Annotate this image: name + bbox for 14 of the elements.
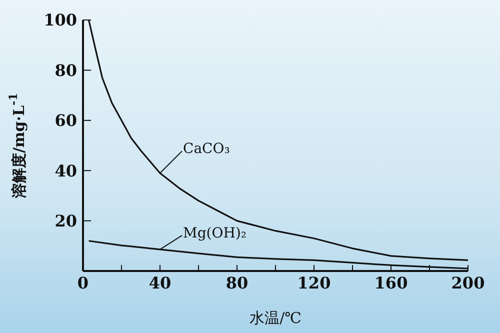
- x-tick-label: 160: [374, 273, 408, 292]
- y-tick-label: 80: [54, 60, 77, 80]
- x-tick-label: 80: [226, 273, 248, 292]
- x-tick-label: 0: [77, 273, 89, 292]
- x-tick-label: 40: [148, 273, 172, 292]
- y-tick-label: 40: [54, 161, 77, 180]
- x-tick-label: 120: [297, 273, 331, 292]
- y-tick-label: 100: [44, 10, 77, 30]
- y-tick-label: 60: [54, 111, 77, 130]
- series-label: CaCO₃: [183, 141, 230, 158]
- y-tick-label: 20: [54, 211, 77, 230]
- x-axis-title: 水温/℃: [250, 309, 302, 327]
- x-tick-label: 200: [451, 273, 485, 292]
- legend-label: Mg(OH)₂: [183, 225, 247, 242]
